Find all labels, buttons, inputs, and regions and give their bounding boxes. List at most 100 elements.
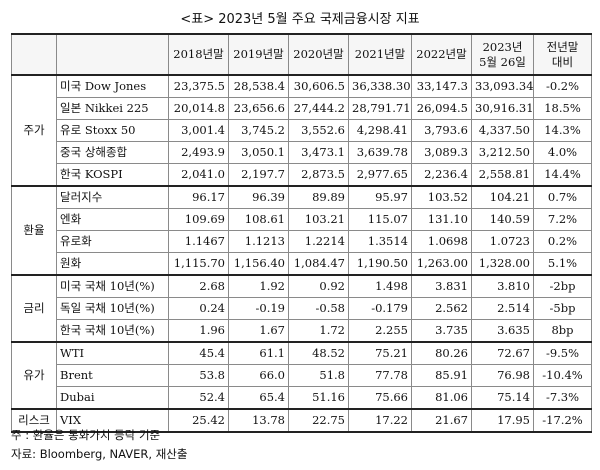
indicator-name: 유로 Stoxx 50 <box>56 119 169 142</box>
value-cell: 3,212.50 <box>471 141 534 164</box>
value-cell: 3.635 <box>471 319 534 343</box>
value-cell: 17.95 <box>471 408 534 433</box>
value-cell: 65.4 <box>228 386 289 410</box>
indicator-name: 한국 KOSPI <box>56 163 169 187</box>
value-cell: 51.16 <box>288 386 349 410</box>
value-cell: 3.810 <box>471 274 534 298</box>
value-cell: 1.3514 <box>348 230 412 253</box>
value-cell: 4,337.50 <box>471 119 534 142</box>
column-header: 2023년 5월 26일 <box>471 33 534 76</box>
indicator-name: 미국 국채 10년(%) <box>56 274 169 298</box>
value-cell: 1.0698 <box>411 230 472 253</box>
value-cell: 81.06 <box>411 386 472 410</box>
value-cell: 2,977.65 <box>348 163 412 187</box>
table-row: 유로 Stoxx 50 3,001.4 3,745.2 3,552.6 4,298.41… <box>12 119 592 142</box>
value-cell: 2,873.5 <box>288 163 349 187</box>
value-cell: 3,473.1 <box>288 141 349 164</box>
table-row: 일본 Nikkei 225 20,014.8 23,656.6 27,444.2 28,… <box>12 97 592 120</box>
table-row: Brent 53.8 66.0 51.8 77.78 85.91 76.98 -10.4% <box>12 364 592 387</box>
value-cell: 1,115.70 <box>168 252 229 276</box>
column-header: 2021년말 <box>348 33 412 76</box>
value-cell: 1,190.50 <box>348 252 412 276</box>
value-cell: 89.89 <box>288 185 349 209</box>
change-cell: -0.2% <box>533 74 592 98</box>
table-row: 한국 국채 10년(%) 1.96 1.67 1.72 2.255 3.735 3.635 8… <box>12 319 592 343</box>
value-cell: 33,147.3 <box>411 74 472 98</box>
value-cell: 45.4 <box>168 341 229 365</box>
value-cell: 66.0 <box>228 364 289 387</box>
change-cell: 4.0% <box>533 141 592 164</box>
value-cell: 1.67 <box>228 319 289 343</box>
category-cell: 유가 <box>11 341 57 410</box>
change-cell: 8bp <box>533 319 592 343</box>
category-cell: 금리 <box>11 274 57 343</box>
value-cell: 75.66 <box>348 386 412 410</box>
column-header: 전년말 대비 <box>533 33 592 76</box>
indicator-name: 일본 Nikkei 225 <box>56 97 169 120</box>
value-cell: 3,745.2 <box>228 119 289 142</box>
value-cell: 76.98 <box>471 364 534 387</box>
table-row: 금리 미국 국채 10년(%) 2.68 1.92 0.92 1.498 3.831 3.81… <box>11 274 592 343</box>
value-cell: 131.10 <box>411 208 472 231</box>
table-row: 엔화 109.69 108.61 103.21 115.07 131.10 140.59 7.… <box>12 208 592 231</box>
value-cell: 51.8 <box>288 364 349 387</box>
column-header <box>56 33 169 76</box>
value-cell: 30,606.5 <box>288 74 349 98</box>
value-cell: 23,656.6 <box>228 97 289 120</box>
value-cell: 2,493.9 <box>168 141 229 164</box>
indicator-name: Dubai <box>56 386 169 410</box>
value-cell: 75.21 <box>348 341 412 365</box>
value-cell: 21.67 <box>411 408 472 433</box>
value-cell: 2,558.81 <box>471 163 534 187</box>
value-cell: 3.735 <box>411 319 472 343</box>
indicator-name: Brent <box>56 364 169 387</box>
indicator-name: 한국 국채 10년(%) <box>56 319 169 343</box>
value-cell: 13.78 <box>228 408 289 433</box>
value-cell: 1,084.47 <box>288 252 349 276</box>
value-cell: 77.78 <box>348 364 412 387</box>
value-cell: -0.58 <box>288 297 349 320</box>
value-cell: 61.1 <box>228 341 289 365</box>
change-cell: -17.2% <box>533 408 592 433</box>
change-cell: 0.7% <box>533 185 592 209</box>
indicator-name: WTI <box>56 341 169 365</box>
value-cell: 140.59 <box>471 208 534 231</box>
table-row: 리스크 VIX 25.42 13.78 22.75 17.22 21.67 17.95 -17.… <box>11 408 592 433</box>
indicator-name: 원화 <box>56 252 169 276</box>
value-cell: 96.39 <box>228 185 289 209</box>
value-cell: 4,298.41 <box>348 119 412 142</box>
value-cell: 85.91 <box>411 364 472 387</box>
value-cell: 1.1467 <box>168 230 229 253</box>
category-cell: 주가 <box>11 74 57 187</box>
indicator-name: 중국 상해종합 <box>56 141 169 164</box>
value-cell: 52.4 <box>168 386 229 410</box>
value-cell: 3,001.4 <box>168 119 229 142</box>
change-cell: 18.5% <box>533 97 592 120</box>
value-cell: 0.92 <box>288 274 349 298</box>
indicator-name: 엔화 <box>56 208 169 231</box>
value-cell: 109.69 <box>168 208 229 231</box>
value-cell: 115.07 <box>348 208 412 231</box>
value-cell: 0.24 <box>168 297 229 320</box>
table-header: 2018년말 2019년말 2020년말 2021년말 2022년말 2023년 5월 26… <box>11 33 592 76</box>
value-cell: 72.67 <box>471 341 534 365</box>
change-cell: 5.1% <box>533 252 592 276</box>
indicator-name: 독일 국채 10년(%) <box>56 297 169 320</box>
value-cell: 26,094.5 <box>411 97 472 120</box>
change-cell: -10.4% <box>533 364 592 387</box>
value-cell: 1,156.40 <box>228 252 289 276</box>
change-cell: 7.2% <box>533 208 592 231</box>
value-cell: 95.97 <box>348 185 412 209</box>
value-cell: 23,375.5 <box>168 74 229 98</box>
footnote-currency: 주 : 환율은 통화가치 등락 기준 <box>11 428 161 442</box>
header-row: 2018년말 2019년말 2020년말 2021년말 2022년말 2023년 5월 26… <box>11 33 592 76</box>
indicator-name: 유로화 <box>56 230 169 253</box>
table-body: 주가 미국 Dow Jones 23,375.5 28,538.4 30,606.5 36… <box>11 74 592 433</box>
change-cell: -9.5% <box>533 341 592 365</box>
footnote-source: 자료: Bloomberg, NAVER, 재산출 <box>11 447 188 461</box>
value-cell: 27,444.2 <box>288 97 349 120</box>
value-cell: 1,328.00 <box>471 252 534 276</box>
value-cell: 1.1213 <box>228 230 289 253</box>
value-cell: 2,197.7 <box>228 163 289 187</box>
value-cell: 2.514 <box>471 297 534 320</box>
